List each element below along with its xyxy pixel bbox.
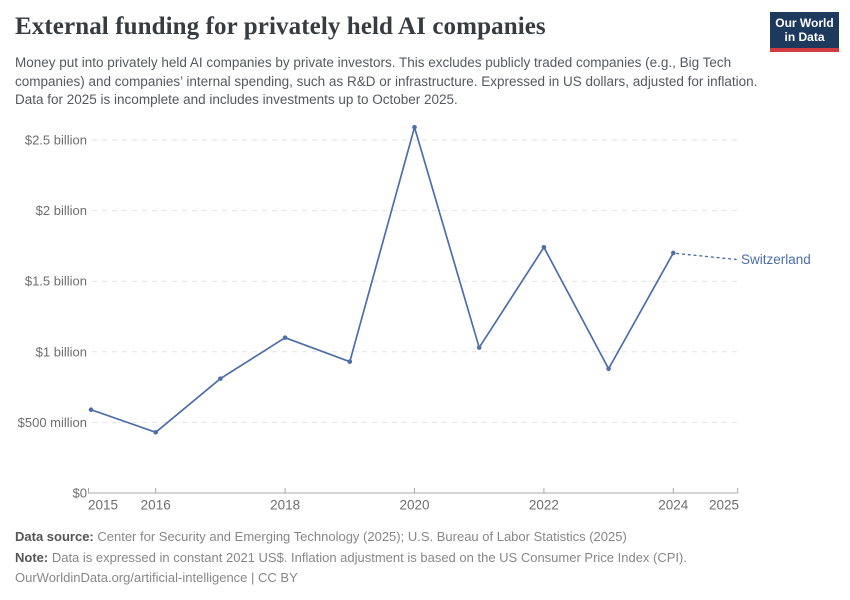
data-source-line: Data source: Center for Security and Eme… [15, 527, 815, 548]
x-axis-tick-label: 2016 [141, 498, 171, 513]
x-axis-tick-label: 2018 [270, 498, 300, 513]
data-point[interactable] [347, 359, 353, 364]
license-link[interactable]: CC BY [258, 570, 298, 585]
owid-logo-text: Our World in Data [770, 12, 839, 48]
series-entity-label[interactable]: Switzerland [741, 252, 811, 267]
data-point[interactable] [412, 124, 417, 130]
page-title: External funding for privately held AI c… [15, 13, 546, 40]
data-point[interactable] [218, 376, 223, 381]
series-line[interactable] [90, 126, 675, 434]
y-axis-tick-label: $1.5 billion [25, 274, 87, 289]
data-point[interactable] [282, 335, 288, 340]
label-connector-line [676, 252, 737, 261]
x-axis-tick-label: 2020 [399, 498, 429, 513]
y-axis-tick-label: $2.5 billion [25, 133, 87, 148]
y-axis-tick-label: $2 billion [36, 203, 87, 218]
owid-logo-accent-bar [770, 48, 839, 52]
data-point[interactable] [153, 429, 158, 435]
owid-logo-line2: in Data [784, 29, 825, 44]
x-axis-tick-label: 2015 [88, 498, 118, 513]
owid-url-link[interactable]: OurWorldinData.org/artificial-intelligen… [15, 570, 248, 585]
x-axis-tick-label: 2025 [709, 498, 739, 513]
x-axis-tick-label: 2022 [529, 498, 559, 513]
data-point[interactable] [88, 407, 94, 412]
owid-logo-line1: Our World [775, 16, 834, 30]
data-point[interactable] [606, 366, 611, 372]
note-text: Data is expressed in constant 2021 US$. … [48, 549, 687, 565]
data-point[interactable] [476, 345, 482, 350]
attribution-separator: | [247, 570, 259, 585]
note-label: Note: [15, 549, 49, 565]
owid-logo[interactable]: Our World in Data [770, 12, 839, 52]
y-axis-tick-label: $500 million [18, 415, 87, 430]
y-axis-tick-label: $1 billion [36, 344, 87, 359]
note-line: Note: Data is expressed in constant 2021… [15, 548, 815, 569]
data-point[interactable] [671, 250, 676, 256]
chart-footer: Data source: Center for Security and Eme… [15, 527, 815, 589]
y-axis-tick-label: $0 [73, 486, 87, 501]
data-source-label: Data source: [15, 529, 94, 544]
data-source-text: Center for Security and Emerging Technol… [93, 529, 627, 544]
data-point[interactable] [541, 245, 547, 250]
x-axis-tick-label: 2024 [658, 498, 689, 513]
attribution-line: OurWorldinData.org/artificial-intelligen… [15, 568, 815, 589]
chart-subtitle: Money put into privately held AI compani… [15, 55, 758, 107]
